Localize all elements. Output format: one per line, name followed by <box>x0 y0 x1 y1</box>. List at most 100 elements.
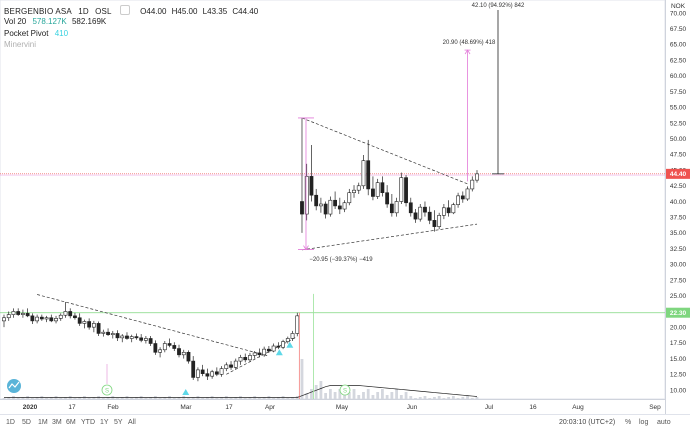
triangle-bottom-line[interactable] <box>301 223 478 251</box>
exchange-label: OSL <box>95 7 112 16</box>
triangle-marker-icon[interactable] <box>286 341 294 348</box>
volume-bar <box>333 392 337 399</box>
minervini-legend[interactable]: Minervini <box>4 40 36 49</box>
range-1y[interactable]: 1Y <box>100 419 109 426</box>
visibility-toggle[interactable] <box>119 5 130 15</box>
volume-bar <box>319 381 323 399</box>
volume-bar <box>437 396 441 399</box>
candle <box>437 212 442 230</box>
candle <box>110 330 115 339</box>
event-marker[interactable]: S <box>101 384 113 396</box>
interval-label[interactable]: 1D <box>78 7 89 16</box>
volume-bar <box>381 389 384 399</box>
volume-bar <box>106 397 110 399</box>
candle <box>158 347 162 358</box>
range-1m[interactable]: 1M <box>38 419 48 426</box>
candle <box>371 176 375 201</box>
range-3m[interactable]: 3M <box>52 419 62 426</box>
candle <box>446 200 451 217</box>
uptrend-line[interactable] <box>226 336 298 375</box>
candle <box>224 362 229 372</box>
volume-bar <box>343 395 346 399</box>
pocket-pivot-legend[interactable]: Pocket Pivot 410 <box>4 29 68 38</box>
downtrend-line[interactable] <box>37 294 269 357</box>
triangle-marker-icon[interactable] <box>275 349 283 356</box>
currency-label: NOK <box>671 3 686 10</box>
candle <box>441 204 446 220</box>
candle <box>16 308 21 316</box>
event-marker[interactable]: S <box>339 384 351 396</box>
time-tick-label: Feb <box>107 404 119 411</box>
tradingview-logo-icon[interactable] <box>7 379 21 393</box>
volume-bar <box>172 398 176 399</box>
volume-bar <box>414 398 417 399</box>
price-tick-label: 27.50 <box>670 277 687 284</box>
candle <box>295 312 300 336</box>
price-tick-label: 42.50 <box>670 183 687 190</box>
range-1d[interactable]: 1D <box>6 419 15 426</box>
clock[interactable]: 20:03:10 (UTC+2) <box>559 419 616 426</box>
down-arrow-icon <box>303 245 309 251</box>
minervini-name: Minervini <box>4 40 37 49</box>
candle <box>172 342 177 352</box>
candle <box>394 197 399 217</box>
volume-bar <box>451 396 455 399</box>
range-6m[interactable]: 6M <box>66 419 76 426</box>
candle <box>418 204 423 222</box>
volume-bar <box>248 397 252 399</box>
candle <box>54 315 58 324</box>
price-tick-label: 40.00 <box>670 199 687 206</box>
candle <box>125 332 129 340</box>
candle <box>304 163 309 221</box>
triangle-marker-icon[interactable] <box>182 389 190 395</box>
last-price-badge <box>666 168 690 179</box>
volume-bar <box>338 389 342 399</box>
volume-layer <box>2 359 479 399</box>
volume-bar <box>366 389 370 399</box>
volume-bar <box>399 395 403 399</box>
symbol-name[interactable]: BERGENBIO ASA <box>4 7 72 16</box>
candle <box>233 358 238 370</box>
volume-bar <box>428 398 432 399</box>
volume-bar <box>286 398 290 399</box>
candle <box>134 333 139 340</box>
volume-legend[interactable]: Vol 20 578.127K 582.169K <box>4 17 106 26</box>
mid-measure-label: 20.90 (48.69%) 418 <box>443 40 496 46</box>
range-5y[interactable]: 5Y <box>114 419 123 426</box>
candle <box>271 343 276 353</box>
volume-bar <box>7 397 11 399</box>
volume-bar <box>376 392 380 399</box>
candle <box>120 334 125 343</box>
candle <box>49 314 54 323</box>
range-ytd[interactable]: YTD <box>81 419 95 426</box>
candle <box>432 210 437 232</box>
candle <box>323 201 328 219</box>
candle <box>58 313 63 321</box>
volume-bar <box>357 395 361 399</box>
time-tick-label: 17 <box>68 404 76 411</box>
price-tick-label: 30.00 <box>670 262 687 269</box>
auto-toggle[interactable]: auto <box>657 419 671 426</box>
range-all[interactable]: All <box>128 419 136 426</box>
candle <box>389 193 394 217</box>
price-tick-label: 52.50 <box>670 120 687 127</box>
candle <box>423 201 427 217</box>
volume-bar <box>149 397 153 399</box>
volume-bar <box>409 396 413 399</box>
candle <box>39 314 44 321</box>
volume-bar <box>418 397 422 399</box>
price-tick-label: 65.00 <box>670 42 687 49</box>
log-toggle[interactable]: log <box>639 419 649 426</box>
volume-bar <box>362 392 365 399</box>
volume-bar <box>276 397 280 399</box>
time-tick-label: 17 <box>225 404 233 411</box>
price-tick-label: 37.50 <box>670 215 687 222</box>
candle <box>319 197 323 213</box>
candle <box>35 314 40 324</box>
percent-toggle[interactable]: % <box>625 419 632 426</box>
price-tick-label: 12.50 <box>670 372 687 379</box>
volume-bar <box>272 398 276 399</box>
range-5d[interactable]: 5D <box>22 419 31 426</box>
